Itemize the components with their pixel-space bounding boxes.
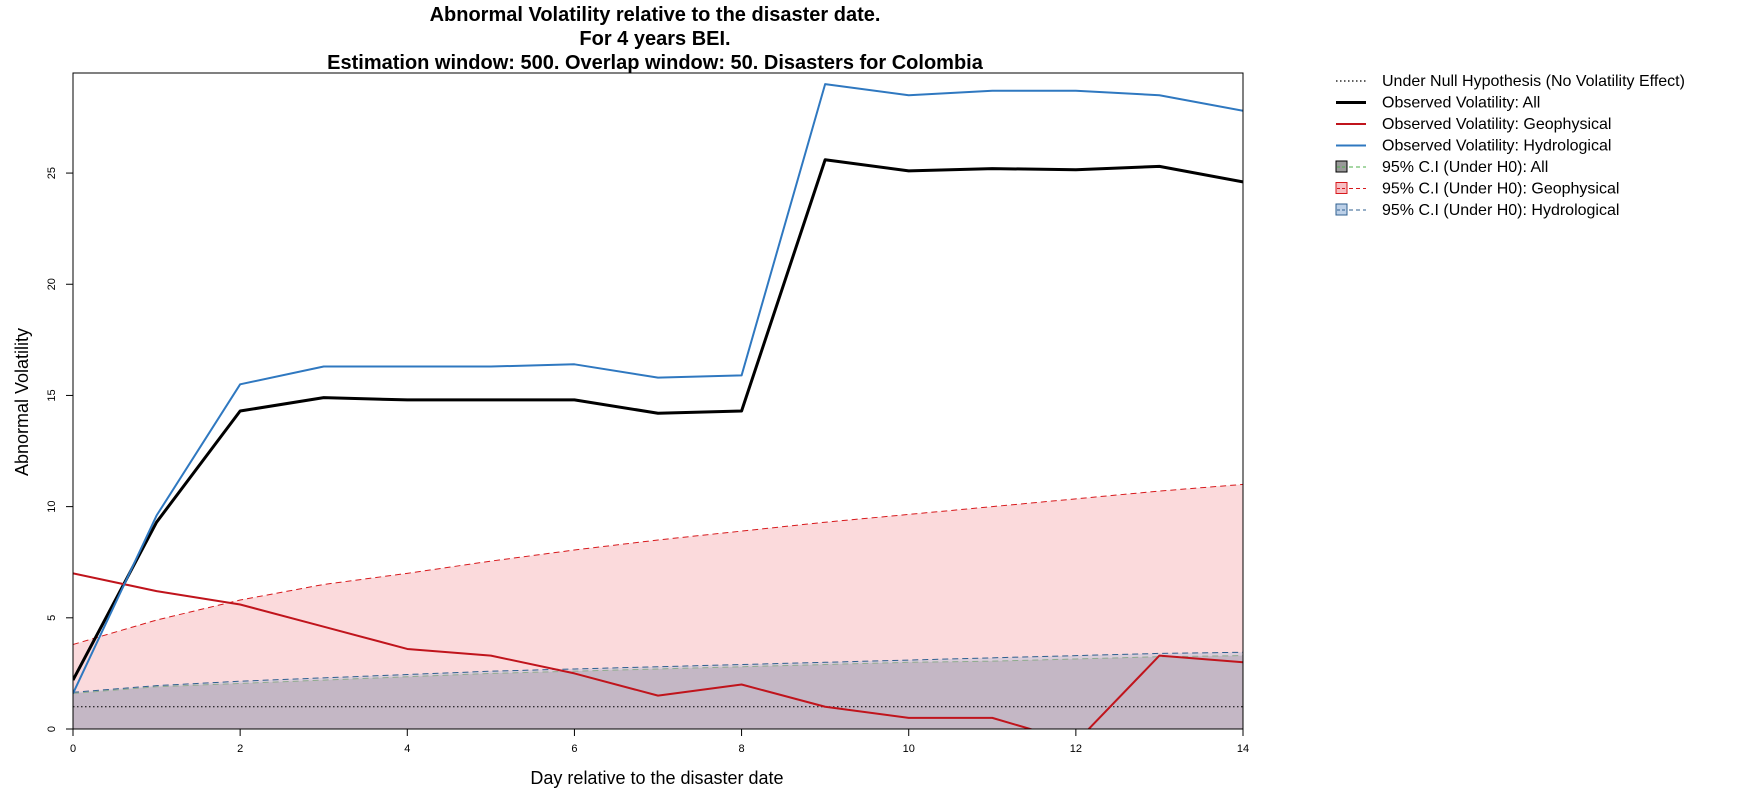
- ci-band-1-fill: [73, 484, 1243, 729]
- y-tick-label: 20: [46, 278, 58, 290]
- y-axis-label: Abnormal Volatility: [12, 328, 32, 476]
- series-line-1: [73, 572, 1243, 729]
- legend-label-series-0: Observed Volatility: All: [1382, 95, 1540, 112]
- legend: Under Null Hypothesis (No Volatility Eff…: [1335, 73, 1685, 219]
- chart-title-line-1: Abnormal Volatility relative to the disa…: [430, 4, 881, 26]
- legend-label-ci-0: 95% C.I (Under H0): All: [1382, 159, 1548, 176]
- legend-label-series-1: Observed Volatility: Geophysical: [1382, 116, 1611, 133]
- x-tick-label: 12: [1070, 743, 1082, 755]
- ci-band-1-upper-line: [73, 483, 1243, 645]
- series-lines: [73, 83, 1243, 729]
- legend-swatch-ci-1: [1335, 182, 1348, 194]
- series-line-2: [73, 83, 1243, 694]
- ci-band-0-upper-line: [73, 655, 1243, 694]
- ci-band-0-fill: [73, 655, 1243, 729]
- series-line-0: [73, 158, 1243, 681]
- x-tick-label: 6: [571, 743, 577, 755]
- x-tick-label: 4: [404, 743, 410, 755]
- x-tick-label: 0: [70, 743, 76, 755]
- y-tick-label: 10: [46, 501, 58, 513]
- y-tick-label: 0: [46, 726, 58, 732]
- legend-label-ci-2: 95% C.I (Under H0): Hydrological: [1382, 202, 1619, 219]
- ci-band-2-upper-line: [73, 651, 1243, 693]
- legend-swatch-ci-0: [1335, 160, 1348, 173]
- y-tick-label: 25: [46, 167, 58, 179]
- y-tick-label: 15: [46, 389, 58, 401]
- legend-swatch-ci-2: [1335, 203, 1348, 216]
- legend-label-series-2: Observed Volatility: Hydrological: [1382, 138, 1611, 155]
- confidence-bands: [73, 483, 1243, 729]
- legend-label-ci-1: 95% C.I (Under H0): Geophysical: [1382, 181, 1619, 198]
- legend-label-null-hypothesis: Under Null Hypothesis (No Volatility Eff…: [1382, 73, 1685, 90]
- ci-band-2-fill: [73, 652, 1243, 729]
- chart-title-line-2: For 4 years BEI.: [579, 28, 730, 50]
- axes: 0 2 4 6 8 10 12 14 0 5 10 15 20 25: [46, 167, 1249, 755]
- chart-title-line-3: Estimation window: 500. Overlap window: …: [327, 52, 984, 74]
- y-tick-label: 5: [46, 615, 58, 621]
- x-tick-label: 10: [903, 743, 915, 755]
- x-tick-label: 8: [739, 743, 745, 755]
- x-axis-label: Day relative to the disaster date: [530, 768, 783, 788]
- x-tick-label: 14: [1237, 743, 1249, 755]
- plot-frame: [72, 72, 1244, 730]
- x-tick-label: 2: [237, 743, 243, 755]
